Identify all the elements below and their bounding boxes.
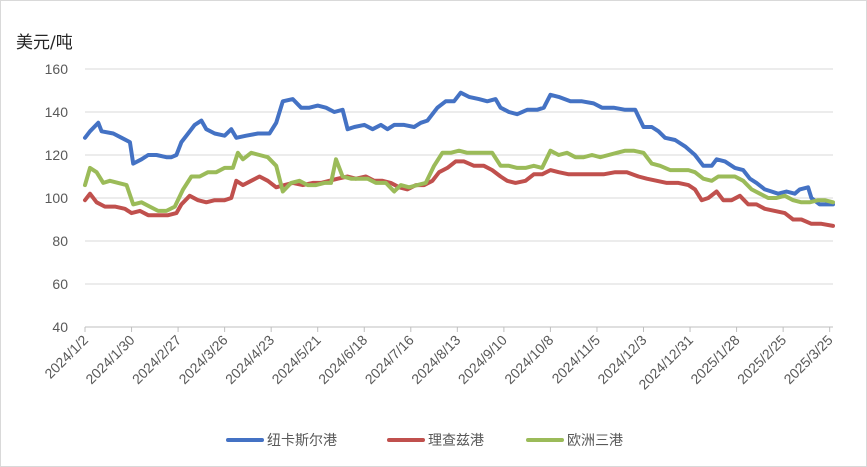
x-tick-label: 2024/6/18 [315, 332, 371, 388]
x-tick-label: 2024/5/21 [268, 332, 324, 388]
y-tick-label: 120 [45, 147, 69, 163]
x-tick-label: 2024/10/8 [501, 332, 557, 388]
x-tick-label: 2024/11/5 [548, 332, 603, 387]
legend: 纽卡斯尔港 理查兹港 欧洲三港 [226, 433, 623, 449]
y-tick-label: 100 [45, 190, 69, 206]
y-tick-label: 60 [52, 276, 68, 292]
x-tick-label: 2024/9/10 [455, 332, 511, 388]
series-lines [83, 90, 835, 228]
unit-label: 美元/吨 [16, 33, 73, 53]
x-axis: 2024/1/22024/1/302024/2/272024/3/262024/… [41, 326, 836, 393]
x-tick-label: 2024/1/30 [82, 332, 138, 388]
x-tick-label: 2025/1/28 [687, 332, 743, 388]
series-line [83, 159, 835, 228]
x-tick-label: 2024/4/23 [222, 332, 278, 388]
x-tick-label: 2024/8/13 [408, 332, 464, 388]
y-tick-label: 160 [45, 61, 69, 77]
x-tick-label: 2025/2/25 [734, 332, 790, 388]
series-line [83, 90, 835, 207]
series-line [83, 148, 835, 213]
gridlines [85, 68, 833, 285]
x-tick-label: 2024/7/16 [362, 332, 418, 388]
y-tick-label: 140 [45, 104, 69, 120]
y-tick-label: 40 [52, 319, 68, 335]
legend-label: 欧洲三港 [567, 433, 623, 449]
y-axis-ticks: 40 60 80 100 120 140 160 [45, 61, 69, 335]
x-tick-label: 2025/3/25 [780, 332, 836, 388]
x-tick-label: 2024/3/26 [175, 332, 231, 388]
legend-label: 纽卡斯尔港 [267, 433, 337, 449]
x-tick-label: 2024/2/27 [129, 332, 185, 388]
legend-label: 理查兹港 [428, 433, 484, 449]
y-tick-label: 80 [52, 233, 68, 249]
